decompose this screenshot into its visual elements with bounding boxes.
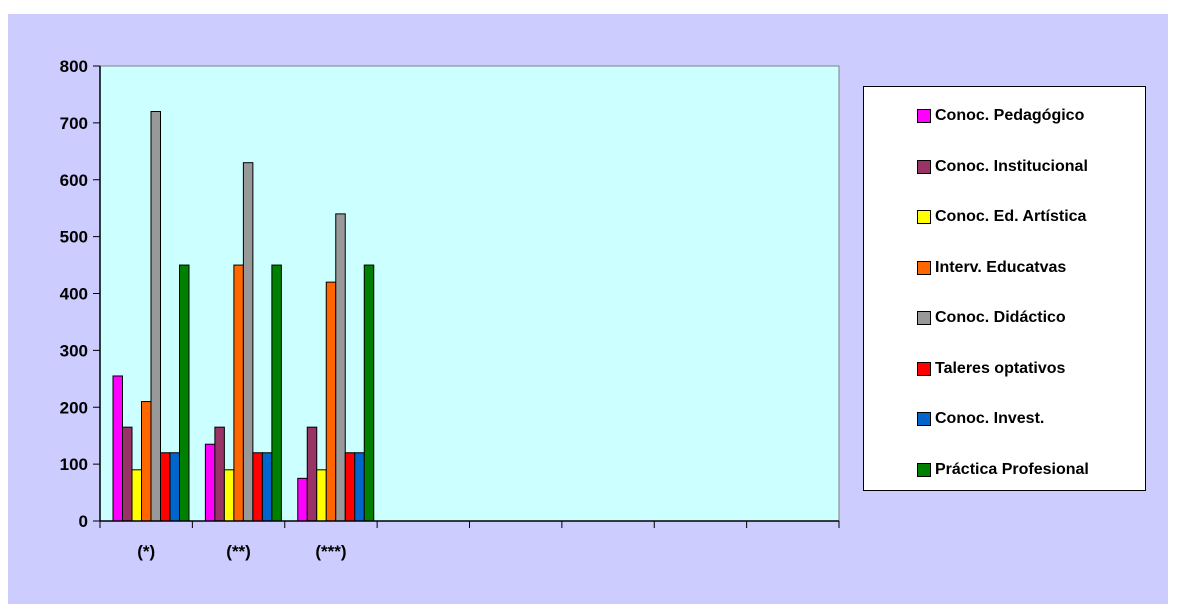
y-axis: 0 100 200 300 400 500 600 700 800 <box>60 57 100 531</box>
bars <box>112 111 375 522</box>
bar-taleres-optativos-2 <box>344 452 356 522</box>
bar-conoc-invest--2 <box>354 452 365 522</box>
x-category-label: (**) <box>226 542 251 561</box>
bar-conoc-ed-art-stica-1 <box>223 469 235 522</box>
bar-taleres-optativos-0 <box>160 452 171 522</box>
bar-interv-educatvas-2 <box>325 281 337 522</box>
legend-item: Taleres optativos <box>917 359 1065 379</box>
legend-label: Conoc. Invest. <box>935 410 1045 427</box>
legend-item: Interv. Educatvas <box>917 258 1066 278</box>
legend-swatch <box>917 109 931 123</box>
legend-label: Conoc. Pedagógico <box>935 107 1085 124</box>
y-tick-label: 300 <box>60 341 88 360</box>
legend-item: Conoc. Didáctico <box>917 308 1066 328</box>
chart-area: 0 100 200 300 400 500 600 700 800 (*) (**) (***) C… <box>8 14 1168 604</box>
legend-swatch <box>917 311 931 325</box>
y-tick-label: 500 <box>60 228 88 247</box>
bar-conoc-institucional-1 <box>214 426 225 522</box>
bar-conoc-did-ctico-2 <box>335 213 346 522</box>
bar-conoc-pedag-gico-2 <box>297 477 308 522</box>
legend-item: Práctica Profesional <box>917 460 1089 480</box>
legend-label: Conoc. Institucional <box>935 157 1088 175</box>
bar-conoc-ed-art-stica-2 <box>316 469 327 522</box>
legend-label: Taleres optativos <box>935 359 1066 377</box>
bar-conoc-did-ctico-1 <box>242 162 254 522</box>
bar-conoc-pedag-gico-0 <box>112 375 123 522</box>
y-tick-label: 200 <box>60 398 88 417</box>
bar-conoc-invest--1 <box>261 452 273 522</box>
legend: Conoc. Pedagógico Conoc. Institucional Con… <box>863 86 1146 491</box>
legend-label: Conoc. Didáctico <box>935 309 1066 326</box>
bar-interv-educatvas-0 <box>141 401 152 522</box>
bar-conoc-institucional-0 <box>122 426 133 522</box>
bar-conoc-invest--0 <box>169 452 180 522</box>
legend-item: Conoc. Pedagógico <box>917 106 1084 126</box>
x-category-label: (***) <box>315 542 346 561</box>
bar-taleres-optativos-1 <box>252 452 263 522</box>
bar-conoc-pedag-gico-1 <box>204 443 216 522</box>
y-tick-label: 800 <box>60 57 88 76</box>
legend-label: Práctica Profesional <box>935 460 1089 478</box>
legend-swatch <box>917 159 931 174</box>
legend-swatch <box>917 260 931 275</box>
legend-item: Conoc. Ed. Artística <box>917 207 1086 227</box>
bar-pr-ctica-profesional-2 <box>363 264 375 522</box>
legend-label: Conoc. Ed. Artística <box>935 208 1087 225</box>
y-tick-label: 600 <box>60 171 88 190</box>
bar-pr-ctica-profesional-1 <box>271 264 282 522</box>
bar-conoc-ed-art-stica-0 <box>131 469 142 522</box>
x-axis: (*) (**) (***) <box>99 521 840 561</box>
legend-swatch <box>917 210 931 224</box>
bar-interv-educatvas-1 <box>233 264 244 522</box>
legend-swatch <box>917 412 931 426</box>
y-tick-label: 700 <box>60 114 88 133</box>
legend-item: Conoc. Institucional <box>917 157 1088 177</box>
y-tick-label: 100 <box>60 455 88 474</box>
x-category-label: (*) <box>137 542 155 561</box>
y-tick-label: 0 <box>79 512 88 531</box>
bar-pr-ctica-profesional-0 <box>179 264 190 522</box>
legend-label: Interv. Educatvas <box>935 258 1067 276</box>
bar-conoc-did-ctico-0 <box>150 111 161 522</box>
bar-conoc-institucional-2 <box>306 426 318 522</box>
bar-chart: 0 100 200 300 400 500 600 700 800 (*) (**) (***) <box>60 57 840 561</box>
legend-swatch <box>917 361 931 376</box>
y-tick-label: 400 <box>60 285 88 304</box>
legend-swatch <box>917 462 931 477</box>
legend-item: Conoc. Invest. <box>917 409 1044 429</box>
